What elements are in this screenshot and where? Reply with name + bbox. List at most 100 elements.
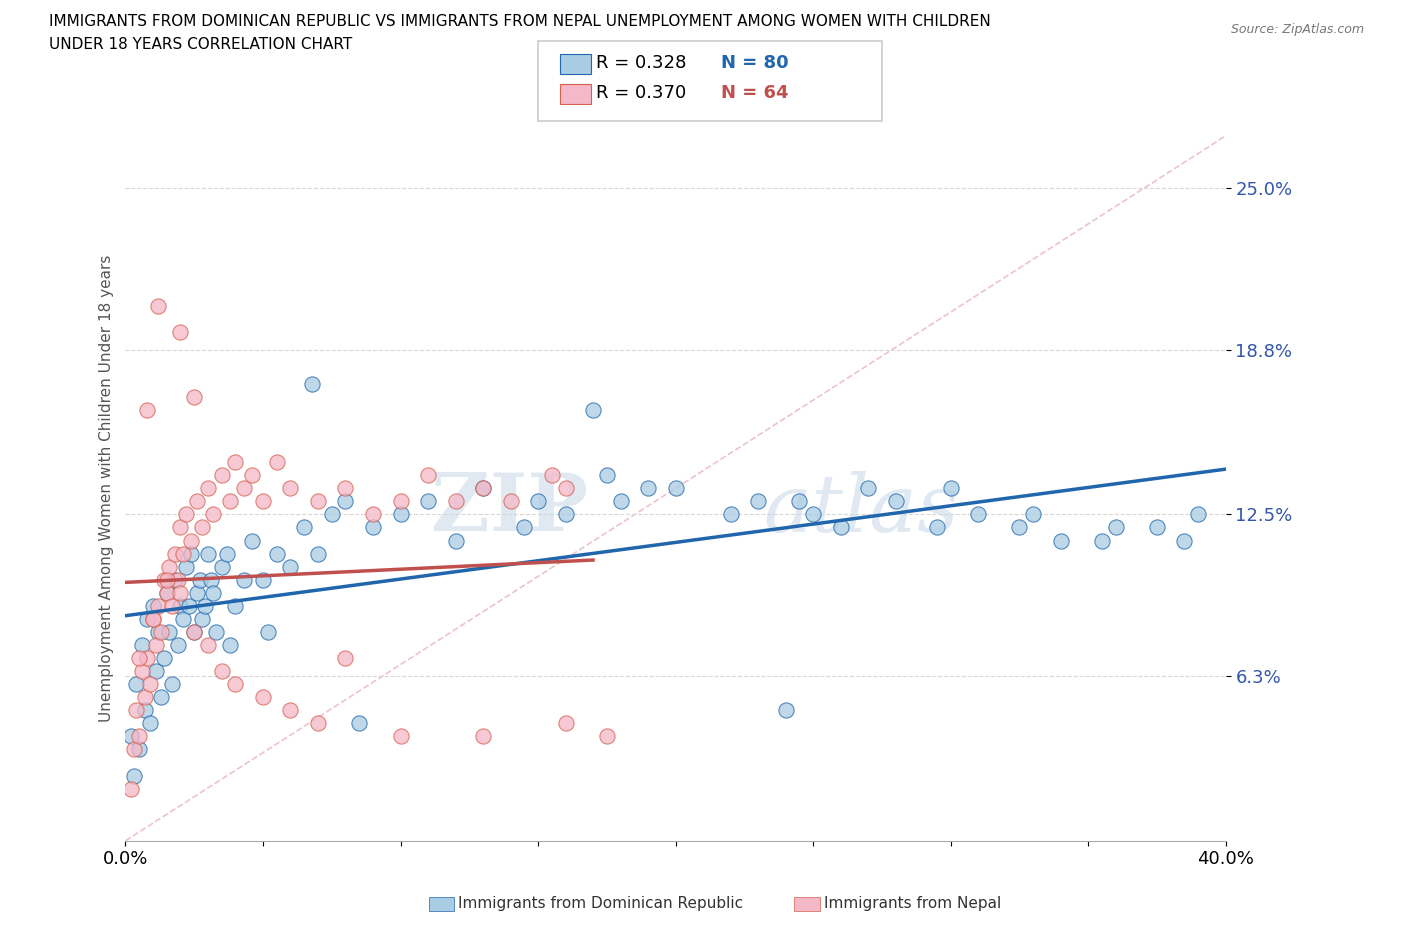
- Point: [801, 507, 824, 522]
- Point: [183, 624, 205, 639]
- Point: [211, 559, 233, 574]
- Point: [416, 468, 439, 483]
- Point: [197, 546, 219, 561]
- Text: ZIP: ZIP: [430, 471, 588, 549]
- Point: [163, 572, 186, 587]
- Point: [169, 585, 191, 600]
- Point: [830, 520, 852, 535]
- Point: [224, 598, 246, 613]
- Point: [169, 598, 191, 613]
- Point: [1008, 520, 1031, 535]
- Y-axis label: Unemployment Among Women with Children Under 18 years: Unemployment Among Women with Children U…: [100, 255, 114, 722]
- Point: [183, 390, 205, 405]
- Point: [174, 559, 197, 574]
- Point: [139, 716, 162, 731]
- Point: [172, 546, 194, 561]
- Point: [163, 546, 186, 561]
- Point: [120, 729, 142, 744]
- Point: [1146, 520, 1168, 535]
- Point: [148, 624, 170, 639]
- Point: [472, 481, 495, 496]
- Point: [307, 494, 329, 509]
- Point: [134, 690, 156, 705]
- Point: [416, 494, 439, 509]
- Text: N = 64: N = 64: [721, 84, 789, 102]
- Point: [180, 546, 202, 561]
- Point: [720, 507, 742, 522]
- Text: atlas: atlas: [763, 471, 959, 549]
- Text: N = 80: N = 80: [721, 54, 789, 73]
- Point: [219, 494, 242, 509]
- Point: [131, 638, 153, 653]
- Point: [280, 481, 302, 496]
- Point: [166, 638, 188, 653]
- Point: [280, 559, 302, 574]
- Point: [240, 533, 263, 548]
- Point: [200, 572, 222, 587]
- Point: [219, 638, 242, 653]
- Point: [335, 494, 357, 509]
- Point: [292, 520, 315, 535]
- Text: Source: ZipAtlas.com: Source: ZipAtlas.com: [1230, 23, 1364, 36]
- Point: [156, 585, 179, 600]
- Point: [389, 494, 412, 509]
- Point: [160, 598, 183, 613]
- Point: [142, 611, 165, 626]
- Point: [159, 624, 181, 639]
- Point: [361, 507, 384, 522]
- Point: [540, 468, 562, 483]
- Point: [197, 481, 219, 496]
- Point: [444, 533, 467, 548]
- Point: [1187, 507, 1209, 522]
- Point: [1104, 520, 1126, 535]
- Point: [307, 546, 329, 561]
- Point: [128, 729, 150, 744]
- Point: [321, 507, 343, 522]
- Point: [939, 481, 962, 496]
- Point: [125, 677, 148, 692]
- Point: [122, 768, 145, 783]
- Point: [266, 546, 288, 561]
- Point: [257, 624, 280, 639]
- Point: [1022, 507, 1045, 522]
- Point: [499, 494, 522, 509]
- Point: [145, 638, 167, 653]
- Point: [186, 585, 208, 600]
- Point: [252, 690, 274, 705]
- Point: [150, 624, 173, 639]
- Point: [153, 572, 176, 587]
- Point: [134, 703, 156, 718]
- Point: [169, 520, 191, 535]
- Point: [156, 585, 179, 600]
- Point: [472, 481, 495, 496]
- Text: UNDER 18 YEARS CORRELATION CHART: UNDER 18 YEARS CORRELATION CHART: [49, 37, 353, 52]
- Text: Immigrants from Dominican Republic: Immigrants from Dominican Republic: [458, 897, 744, 911]
- Point: [266, 455, 288, 470]
- Point: [120, 781, 142, 796]
- Point: [775, 703, 797, 718]
- Point: [747, 494, 769, 509]
- Point: [142, 611, 165, 626]
- Text: Immigrants from Nepal: Immigrants from Nepal: [824, 897, 1001, 911]
- Point: [148, 598, 170, 613]
- Point: [232, 572, 254, 587]
- Point: [156, 572, 179, 587]
- Point: [211, 468, 233, 483]
- Point: [142, 598, 165, 613]
- Point: [202, 507, 225, 522]
- Point: [153, 651, 176, 666]
- Point: [191, 520, 214, 535]
- Point: [166, 572, 188, 587]
- Point: [183, 624, 205, 639]
- Point: [172, 611, 194, 626]
- Point: [240, 468, 263, 483]
- Point: [252, 494, 274, 509]
- Text: R = 0.328: R = 0.328: [596, 54, 686, 73]
- Point: [361, 520, 384, 535]
- Point: [128, 742, 150, 757]
- Text: IMMIGRANTS FROM DOMINICAN REPUBLIC VS IMMIGRANTS FROM NEPAL UNEMPLOYMENT AMONG W: IMMIGRANTS FROM DOMINICAN REPUBLIC VS IM…: [49, 14, 991, 29]
- Point: [224, 455, 246, 470]
- Point: [1049, 533, 1071, 548]
- Point: [169, 325, 191, 339]
- Point: [197, 638, 219, 653]
